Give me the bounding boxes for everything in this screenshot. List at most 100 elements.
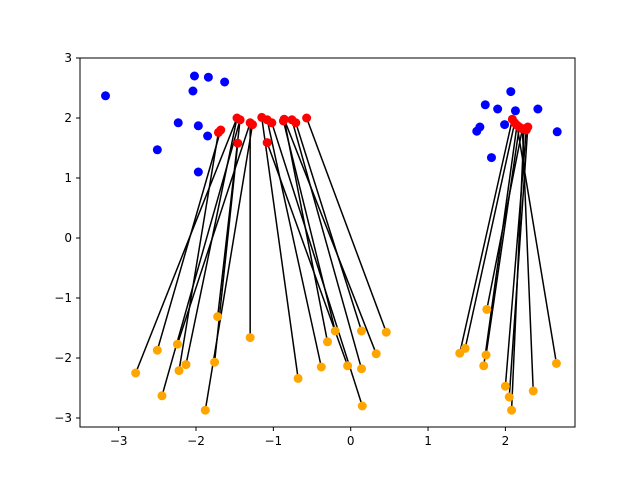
connector-line — [283, 119, 329, 342]
connector-line — [482, 125, 518, 366]
x-tick-label: 0 — [347, 434, 355, 448]
orange-point — [245, 333, 255, 343]
orange-point — [152, 345, 162, 355]
red-point — [262, 138, 272, 148]
orange-point — [323, 337, 332, 347]
connector-line — [504, 129, 528, 387]
connector-line — [178, 132, 220, 371]
connector-line — [156, 129, 222, 351]
red-point — [519, 124, 529, 134]
x-tick-label: −1 — [265, 434, 283, 448]
y-tick-label: 0 — [64, 231, 72, 245]
y-tick-label: −2 — [54, 351, 72, 365]
connector-line — [486, 128, 524, 310]
orange-point — [357, 364, 367, 374]
orange-point — [371, 349, 381, 359]
blue-point — [152, 145, 162, 155]
y-tick-label: −3 — [54, 411, 72, 425]
connector-line — [485, 126, 521, 356]
red-point — [213, 127, 223, 137]
blue-point — [189, 71, 199, 81]
connector-line — [291, 119, 363, 370]
orange-point — [213, 312, 223, 322]
y-tick-label: 2 — [64, 111, 72, 125]
orange-point — [479, 361, 489, 371]
blue-series — [101, 71, 562, 177]
x-tick-label: 2 — [502, 434, 510, 448]
blue-point — [500, 120, 510, 130]
blue-point — [480, 100, 490, 110]
red-point — [233, 138, 243, 148]
connector-line — [266, 119, 323, 368]
connector-line — [295, 122, 363, 332]
orange-point — [293, 373, 303, 383]
blue-point — [493, 104, 503, 114]
x-tick-label: −2 — [187, 434, 205, 448]
connector-line — [459, 119, 514, 354]
blue-point — [188, 86, 198, 96]
blue-point — [203, 72, 213, 82]
orange-point — [181, 360, 191, 370]
blue-point — [193, 121, 203, 131]
blue-point — [203, 131, 213, 141]
orange-point — [343, 361, 353, 371]
blue-point — [101, 91, 111, 101]
orange-point — [507, 405, 517, 415]
orange-point — [357, 401, 367, 411]
connector-line — [464, 122, 516, 349]
orange-point — [200, 405, 210, 415]
connector-line — [283, 118, 377, 355]
connector-line — [134, 117, 238, 374]
connector-line — [305, 117, 387, 333]
orange-point — [381, 327, 391, 337]
connector-line — [261, 117, 299, 379]
orange-point — [316, 362, 326, 372]
orange-point — [460, 343, 470, 353]
red-point — [267, 118, 277, 128]
blue-point — [533, 104, 543, 114]
connector-lines — [134, 117, 558, 411]
y-tick-label: 1 — [64, 171, 72, 185]
orange-point — [528, 386, 538, 396]
orange-point — [551, 358, 561, 368]
orange-point — [500, 381, 510, 391]
connector-line — [185, 117, 238, 365]
orange-point — [131, 368, 141, 378]
connector-line — [516, 125, 558, 364]
red-point — [279, 114, 289, 124]
connector-line — [510, 128, 525, 411]
y-tick-label: 3 — [64, 51, 72, 65]
red-point — [291, 118, 301, 128]
plot-frame — [79, 57, 576, 428]
red-point — [247, 120, 257, 130]
blue-point — [173, 118, 183, 128]
x-tick-label: 1 — [424, 434, 432, 448]
orange-point — [330, 326, 340, 336]
blue-point — [486, 153, 496, 163]
orange-point — [357, 326, 367, 336]
blue-point — [472, 126, 482, 136]
y-tick-label: −1 — [54, 291, 72, 305]
blue-point — [510, 106, 520, 116]
orange-series — [131, 304, 561, 415]
connector-line — [216, 119, 241, 317]
orange-point — [482, 304, 492, 314]
orange-point — [172, 339, 182, 349]
x-tick-label: −3 — [110, 434, 128, 448]
y-axis-ticks: −3 −2 −1 0 1 2 3 — [54, 51, 80, 425]
orange-point — [481, 350, 491, 360]
orange-point — [174, 366, 184, 376]
orange-point — [504, 392, 514, 402]
orange-point — [210, 357, 220, 367]
connector-line — [271, 122, 364, 407]
red-point — [302, 113, 312, 123]
blue-point — [552, 127, 562, 137]
orange-point — [157, 391, 167, 401]
red-point — [235, 115, 245, 125]
blue-point — [193, 167, 203, 177]
blue-point — [220, 77, 230, 87]
red-series — [213, 112, 533, 148]
x-axis-ticks: −3 −2 −1 0 1 2 — [110, 427, 509, 448]
